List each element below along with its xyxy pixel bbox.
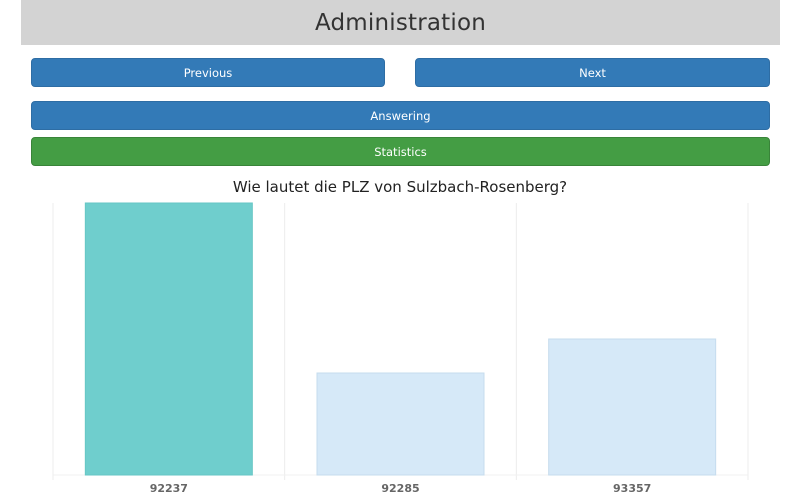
next-button[interactable]: Next	[415, 58, 770, 87]
chart-tick-label: 92285	[381, 482, 419, 495]
question-title: Wie lautet die PLZ von Sulzbach-Rosenber…	[232, 178, 568, 196]
previous-button[interactable]: Previous	[31, 58, 385, 87]
chart-tick-label: 93357	[613, 482, 651, 495]
answering-button[interactable]: Answering	[31, 101, 770, 130]
chart-bar-93357	[548, 338, 717, 476]
header-bar: Administration	[21, 0, 780, 45]
chart-tick-label: 92237	[150, 482, 188, 495]
chart-bar-92285	[316, 372, 485, 476]
statistics-button[interactable]: Statistics	[31, 137, 770, 166]
page-title: Administration	[314, 9, 487, 36]
chart-bar-92237	[84, 202, 253, 476]
